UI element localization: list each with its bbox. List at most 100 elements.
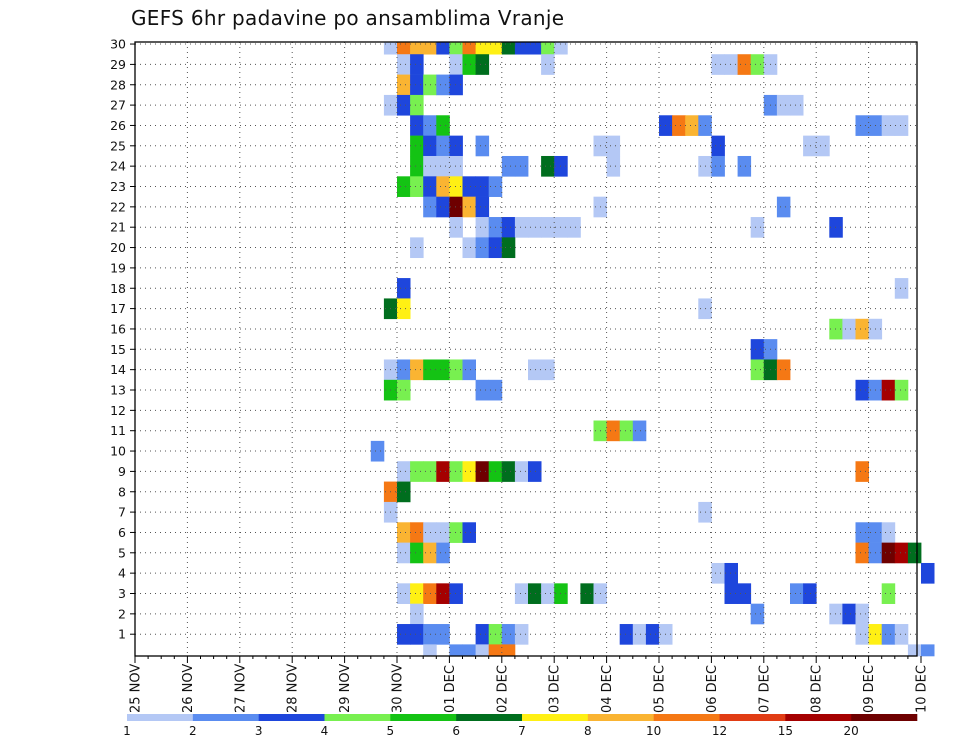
heat-cell	[423, 644, 437, 657]
colorbar-label: 20	[844, 724, 859, 738]
heat-cell	[711, 54, 725, 75]
colorbar-swatch	[324, 714, 391, 721]
y-tick-label: 3	[118, 586, 126, 601]
heat-cell	[501, 42, 516, 55]
heat-cell	[619, 624, 634, 645]
heat-cell	[397, 583, 411, 604]
heat-cell	[737, 583, 752, 604]
heat-cell	[829, 603, 843, 625]
heat-cell	[750, 339, 765, 360]
heat-cell	[541, 54, 555, 75]
colorbar-label: 3	[255, 724, 263, 738]
heat-cell	[449, 54, 463, 75]
heat-cell	[475, 196, 490, 218]
heat-cell	[488, 42, 503, 55]
heat-cell	[541, 359, 555, 381]
x-tick-label: 08 DEC	[810, 665, 825, 713]
heat-cell	[449, 135, 463, 157]
colorbar-label: 15	[778, 724, 793, 738]
heat-cell	[541, 217, 555, 238]
heat-cell	[397, 379, 411, 401]
heat-cell	[501, 624, 516, 645]
x-tick-label: 04 DEC	[600, 665, 615, 713]
heat-cell	[645, 624, 660, 645]
y-tick-label: 26	[110, 118, 126, 133]
heat-cell	[462, 196, 476, 218]
heat-cell	[423, 176, 437, 197]
x-tick-label: 09 DEC	[862, 665, 877, 713]
heat-cell	[881, 542, 896, 564]
heat-cell	[397, 461, 411, 482]
heat-cell	[436, 176, 450, 197]
heat-cell	[423, 42, 437, 55]
heat-cell	[410, 583, 424, 604]
y-tick-label: 2	[118, 606, 126, 621]
heat-cell	[724, 583, 738, 604]
heat-cell	[894, 542, 909, 564]
heat-cell	[672, 115, 686, 136]
heat-cell	[410, 135, 424, 157]
heat-cell	[790, 94, 804, 116]
y-tick-label: 18	[110, 281, 126, 296]
x-tick-label: 05 DEC	[653, 665, 668, 713]
heat-cell	[894, 379, 909, 401]
heat-cell	[528, 359, 542, 381]
heat-cell	[554, 42, 568, 55]
grid-layer	[135, 42, 917, 656]
heat-cell	[881, 522, 896, 543]
heat-cell	[423, 461, 437, 482]
colorbar-swatch	[587, 714, 654, 721]
x-tick-label: 06 DEC	[705, 665, 720, 713]
colorbar-label: 6	[452, 724, 460, 738]
chart-title: GEFS 6hr padavine po ansamblima Vranje	[131, 6, 565, 30]
heat-cell	[881, 583, 896, 604]
heat-cell	[436, 74, 450, 96]
colorbar-swatch	[851, 714, 918, 721]
x-tick-label: 27 NOV	[233, 664, 248, 713]
heat-cell	[397, 176, 411, 197]
y-tick-label: 17	[110, 301, 126, 316]
heat-cell	[724, 54, 738, 75]
heat-cell	[462, 644, 476, 657]
plot-frame	[134, 41, 918, 657]
heat-cell	[423, 624, 437, 645]
heat-cell	[436, 155, 450, 177]
y-tick-label: 14	[110, 362, 126, 377]
x-tick-label: 07 DEC	[757, 665, 772, 713]
colorbar-swatch	[653, 714, 720, 721]
colorbar-swatch	[127, 714, 194, 721]
heat-cell	[436, 196, 450, 218]
colorbar-swatch	[390, 714, 457, 721]
heat-cell	[881, 379, 896, 401]
heat-cell	[462, 461, 476, 482]
heat-cell	[776, 94, 791, 116]
heat-cell	[449, 461, 463, 482]
heat-cell	[397, 359, 411, 381]
heat-cell	[475, 176, 490, 197]
heat-cell	[436, 522, 450, 543]
y-tick-label: 29	[110, 57, 126, 72]
heat-cell	[475, 644, 490, 657]
heat-cell	[423, 135, 437, 157]
colorbar-label: 12	[712, 724, 727, 738]
heat-cell	[449, 155, 463, 177]
heat-cell	[410, 237, 424, 259]
heat-cell	[501, 461, 516, 482]
heat-cell	[423, 522, 437, 543]
heat-cell	[462, 522, 476, 543]
heat-cell	[397, 624, 411, 645]
x-tick-label: 03 DEC	[548, 665, 563, 713]
heat-cell	[750, 603, 765, 625]
heat-cell	[514, 155, 529, 177]
heat-cell	[410, 54, 424, 75]
y-tick-label: 11	[110, 423, 126, 438]
x-tick-label: 02 DEC	[495, 665, 510, 713]
heat-cell	[776, 196, 791, 218]
heat-cell	[475, 379, 490, 401]
x-tick-label: 01 DEC	[443, 665, 458, 713]
heat-cell	[397, 94, 411, 116]
heat-cell	[907, 542, 922, 564]
heat-cell	[423, 74, 437, 96]
heat-cell	[855, 461, 869, 482]
heat-cell	[397, 278, 411, 299]
